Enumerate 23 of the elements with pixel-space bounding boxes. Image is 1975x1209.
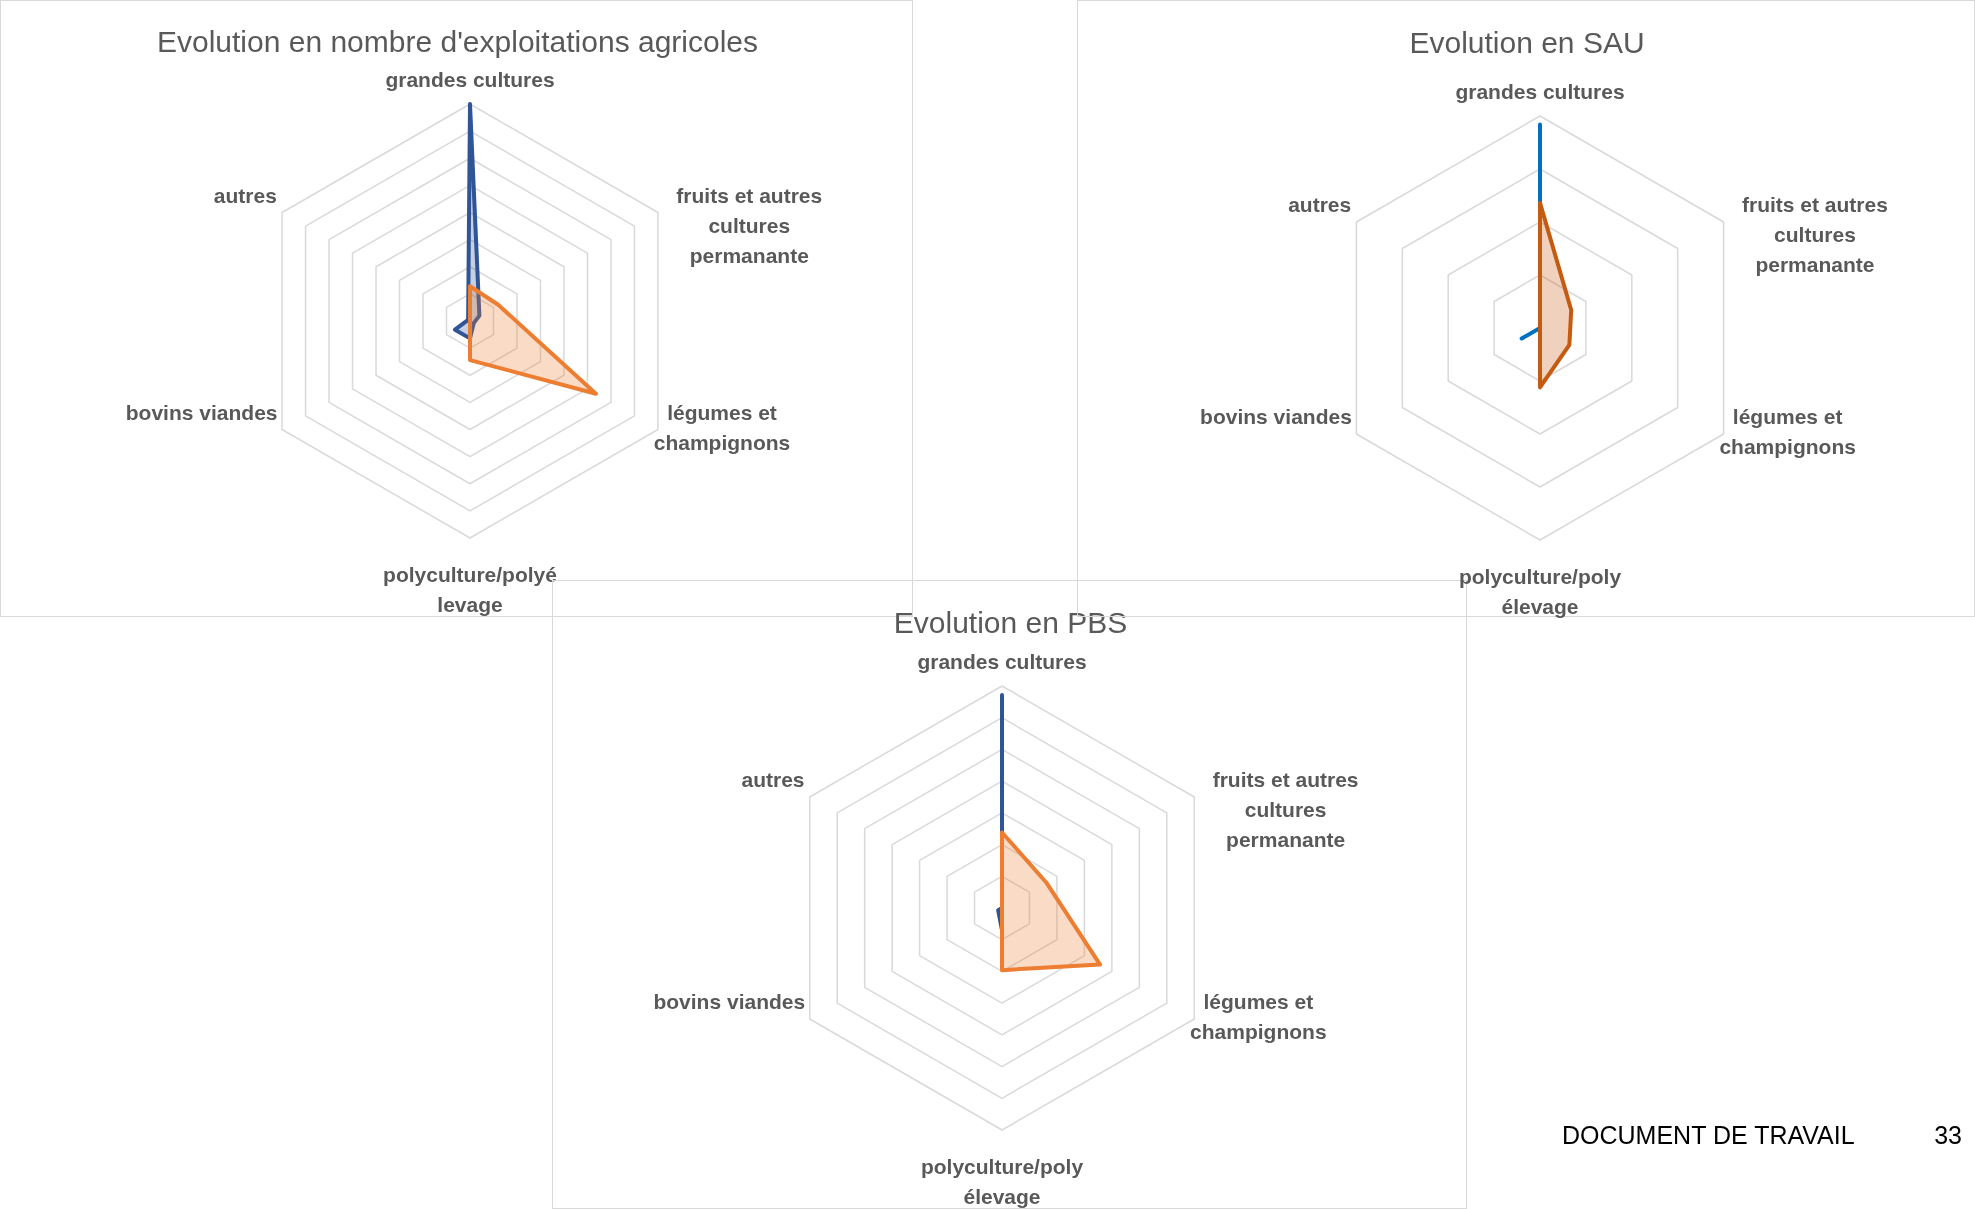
spoke-label: fruits et autres cultures permanante bbox=[676, 183, 823, 267]
text: DOCUMENT DE TRAVAIL bbox=[1562, 1121, 1855, 1150]
spoke-label: bovins viandes bbox=[1200, 405, 1352, 428]
chart-title: Evolution en SAU bbox=[1409, 26, 1645, 59]
spoke-label: bovins viandes bbox=[653, 990, 806, 1013]
spoke-label: légumes et champignons bbox=[653, 400, 791, 454]
spoke-label: autres bbox=[213, 183, 277, 207]
spoke-label: autres bbox=[741, 768, 805, 791]
spoke-label: polyculture/poly élevage bbox=[1458, 565, 1622, 618]
spoke-label: légumes et champignons bbox=[1190, 990, 1327, 1043]
spoke-label: autres bbox=[1288, 193, 1352, 216]
spoke-label: polyculture/polyélevage bbox=[383, 563, 557, 616]
spoke-label: grandes cultures bbox=[385, 68, 555, 91]
spoke-label: bovins viandes bbox=[125, 400, 278, 424]
chart-title: Evolution en PBS bbox=[893, 606, 1128, 639]
spoke-label: fruits et autres cultures permanante bbox=[1212, 768, 1359, 851]
spoke-label: fruits et autres cultures permanante bbox=[1742, 193, 1888, 276]
spoke-label: grandes cultures bbox=[917, 650, 1087, 673]
text: 33 bbox=[1934, 1121, 1962, 1150]
spoke-label: légumes et champignons bbox=[1719, 405, 1856, 458]
chart-title: Evolution en nombre d'exploitations agricoles bbox=[156, 25, 759, 58]
spoke-label: grandes cultures bbox=[1455, 80, 1625, 103]
spoke-label: polyculture/poly élevage bbox=[920, 1155, 1084, 1208]
